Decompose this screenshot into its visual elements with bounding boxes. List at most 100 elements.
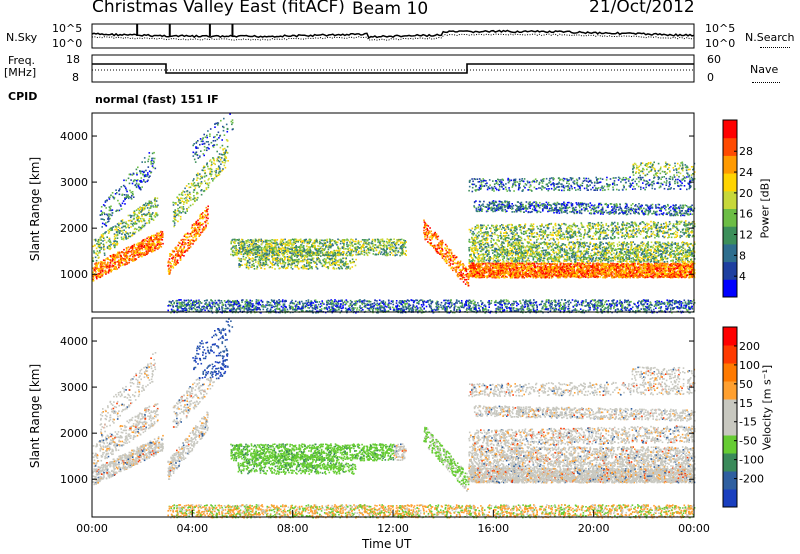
- power-cell: [128, 236, 130, 238]
- power-cell: [347, 301, 349, 303]
- power-cell: [347, 248, 349, 250]
- power-cell: [124, 203, 126, 205]
- power-cell: [156, 247, 158, 249]
- power-cell: [139, 248, 141, 250]
- power-cell: [200, 222, 202, 224]
- power-cell: [357, 301, 359, 303]
- power-cell: [173, 255, 175, 257]
- power-cell: [327, 266, 329, 268]
- power-cell: [208, 187, 210, 189]
- power-cell: [302, 251, 304, 253]
- power-cell: [206, 217, 208, 219]
- power-cell: [388, 245, 390, 247]
- power-cell: [565, 302, 567, 304]
- power-cell: [183, 247, 185, 249]
- power-cell: [115, 193, 117, 195]
- power-cell: [380, 245, 382, 247]
- power-cell: [194, 189, 196, 191]
- power-cell: [139, 255, 141, 257]
- power-cell: [168, 269, 170, 271]
- power-cell: [551, 306, 553, 308]
- power-cell: [173, 250, 175, 252]
- power-cell: [319, 262, 321, 264]
- power-cell: [661, 306, 663, 308]
- power-cell: [595, 308, 597, 310]
- power-cell: [224, 165, 226, 167]
- power-cell: [143, 239, 145, 241]
- power-cell: [175, 216, 177, 218]
- power-cell: [149, 249, 151, 251]
- power-cell: [333, 254, 335, 256]
- power-cell: [268, 240, 270, 242]
- power-cell: [152, 247, 154, 249]
- power-cell: [96, 269, 98, 271]
- power-cell: [244, 259, 246, 261]
- power-cell: [446, 306, 448, 308]
- power-cell: [126, 194, 128, 196]
- power-cell: [387, 238, 389, 240]
- power-cell: [328, 249, 330, 251]
- power-cell: [127, 233, 129, 235]
- power-cell: [169, 255, 171, 257]
- power-cell: [248, 246, 250, 248]
- power-cell: [111, 215, 113, 217]
- power-cell: [158, 239, 160, 241]
- power-cell: [221, 170, 223, 172]
- power-cell: [328, 303, 330, 305]
- power-cell: [313, 254, 315, 256]
- power-cell: [207, 223, 209, 225]
- power-cell: [96, 243, 98, 245]
- power-cell: [189, 239, 191, 241]
- power-cell: [269, 249, 271, 251]
- power-cell: [629, 302, 631, 304]
- power-cell: [275, 248, 277, 250]
- power-cell: [619, 300, 621, 302]
- power-cell: [106, 200, 108, 202]
- power-cell: [388, 239, 390, 241]
- power-cell: [264, 268, 266, 270]
- power-cell: [370, 242, 372, 244]
- power-cell: [386, 245, 388, 247]
- power-cell: [178, 302, 180, 304]
- power-cell: [291, 263, 293, 265]
- power-cell: [145, 170, 147, 172]
- power-cell: [133, 181, 135, 183]
- power-cell: [199, 303, 201, 305]
- power-cell: [171, 258, 173, 260]
- power-cell: [282, 307, 284, 309]
- power-cell: [186, 209, 188, 211]
- power-cell: [355, 251, 357, 253]
- power-cell: [356, 247, 358, 249]
- power-cell: [149, 207, 151, 209]
- power-cell: [485, 309, 487, 311]
- power-cell: [114, 236, 116, 238]
- power-cell: [253, 265, 255, 267]
- power-cell: [255, 256, 257, 258]
- power-cell: [381, 251, 383, 253]
- power-cell: [357, 246, 359, 248]
- power-cell: [304, 266, 306, 268]
- power-cell: [153, 152, 155, 154]
- power-cell: [109, 265, 111, 267]
- power-cell: [255, 245, 257, 247]
- power-cell: [110, 195, 112, 197]
- power-cell: [179, 303, 181, 305]
- power-cell: [136, 254, 138, 256]
- power-cell: [132, 235, 134, 237]
- power-cell: [473, 307, 475, 309]
- power-cell: [149, 152, 151, 154]
- power-cell: [364, 252, 366, 254]
- power-cell: [214, 144, 216, 146]
- power-cell: [127, 237, 129, 239]
- power-cell: [96, 248, 98, 250]
- power-cell: [390, 244, 392, 246]
- power-cell: [146, 222, 148, 224]
- power-cell: [342, 261, 344, 263]
- power-cell: [110, 242, 112, 244]
- power-cell: [297, 241, 299, 243]
- power-cell: [239, 241, 241, 243]
- power-cell: [282, 243, 284, 245]
- power-cell: [188, 247, 190, 249]
- power-cell: [284, 248, 286, 250]
- power-cell: [291, 255, 293, 257]
